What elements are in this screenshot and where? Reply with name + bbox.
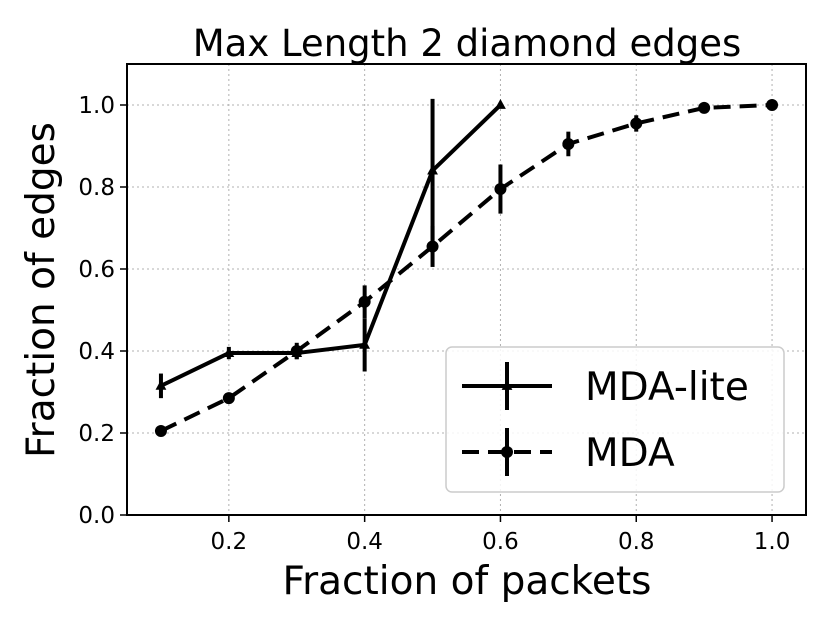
mda-point <box>426 240 439 253</box>
mda-line <box>160 103 773 433</box>
series-layer <box>154 98 779 437</box>
y-tick-label: 0.4 <box>78 339 115 365</box>
mda-point <box>154 424 167 437</box>
x-tick-label: 0.6 <box>482 529 519 555</box>
mda-point <box>290 345 303 357</box>
chart-title: Max Length 2 diamond edges <box>193 22 742 65</box>
mda-lite-point <box>223 347 235 357</box>
y-tick-label: 0.0 <box>78 503 115 529</box>
y-tick-label: 0.6 <box>78 257 115 283</box>
legend-box <box>445 346 785 493</box>
mda-point <box>562 137 575 150</box>
mda-lite-point <box>359 338 371 349</box>
legend-mda-marker <box>501 446 513 458</box>
y-tick-label: 0.2 <box>78 421 115 447</box>
mda-point <box>358 295 371 308</box>
mda-point <box>222 392 235 405</box>
y-axis-label: Fraction of edges <box>19 122 64 458</box>
legend-mda-lite-marker <box>501 380 513 390</box>
y-tick-label: 1.0 <box>78 93 115 119</box>
legend-mda-lite-label: MDA-lite <box>585 365 749 410</box>
y-tick-label: 0.8 <box>78 175 115 201</box>
x-axis-label: Fraction of packets <box>283 559 652 604</box>
mda-lite-point <box>495 99 506 109</box>
x-tick-label: 0.8 <box>618 529 655 555</box>
plot-frame <box>126 63 807 516</box>
mda-point <box>698 101 711 114</box>
legend-mda-label: MDA <box>585 431 675 476</box>
x-tick-label: 0.4 <box>346 529 383 555</box>
ticks: 0.2 0.4 0.6 0.8 1.0 0.0 0.2 0.4 0.6 0.8 1.0 <box>78 93 790 555</box>
mda-point <box>766 99 779 111</box>
mda-lite-point <box>427 164 438 175</box>
legend: MDA-lite MDA <box>445 346 785 493</box>
x-tick-label: 1.0 <box>754 529 791 555</box>
mda-lite-line <box>160 103 502 388</box>
mda-point <box>630 117 643 130</box>
x-tick-label: 0.2 <box>211 529 248 555</box>
mda-lite-point <box>155 379 167 390</box>
mda-point <box>494 183 507 196</box>
